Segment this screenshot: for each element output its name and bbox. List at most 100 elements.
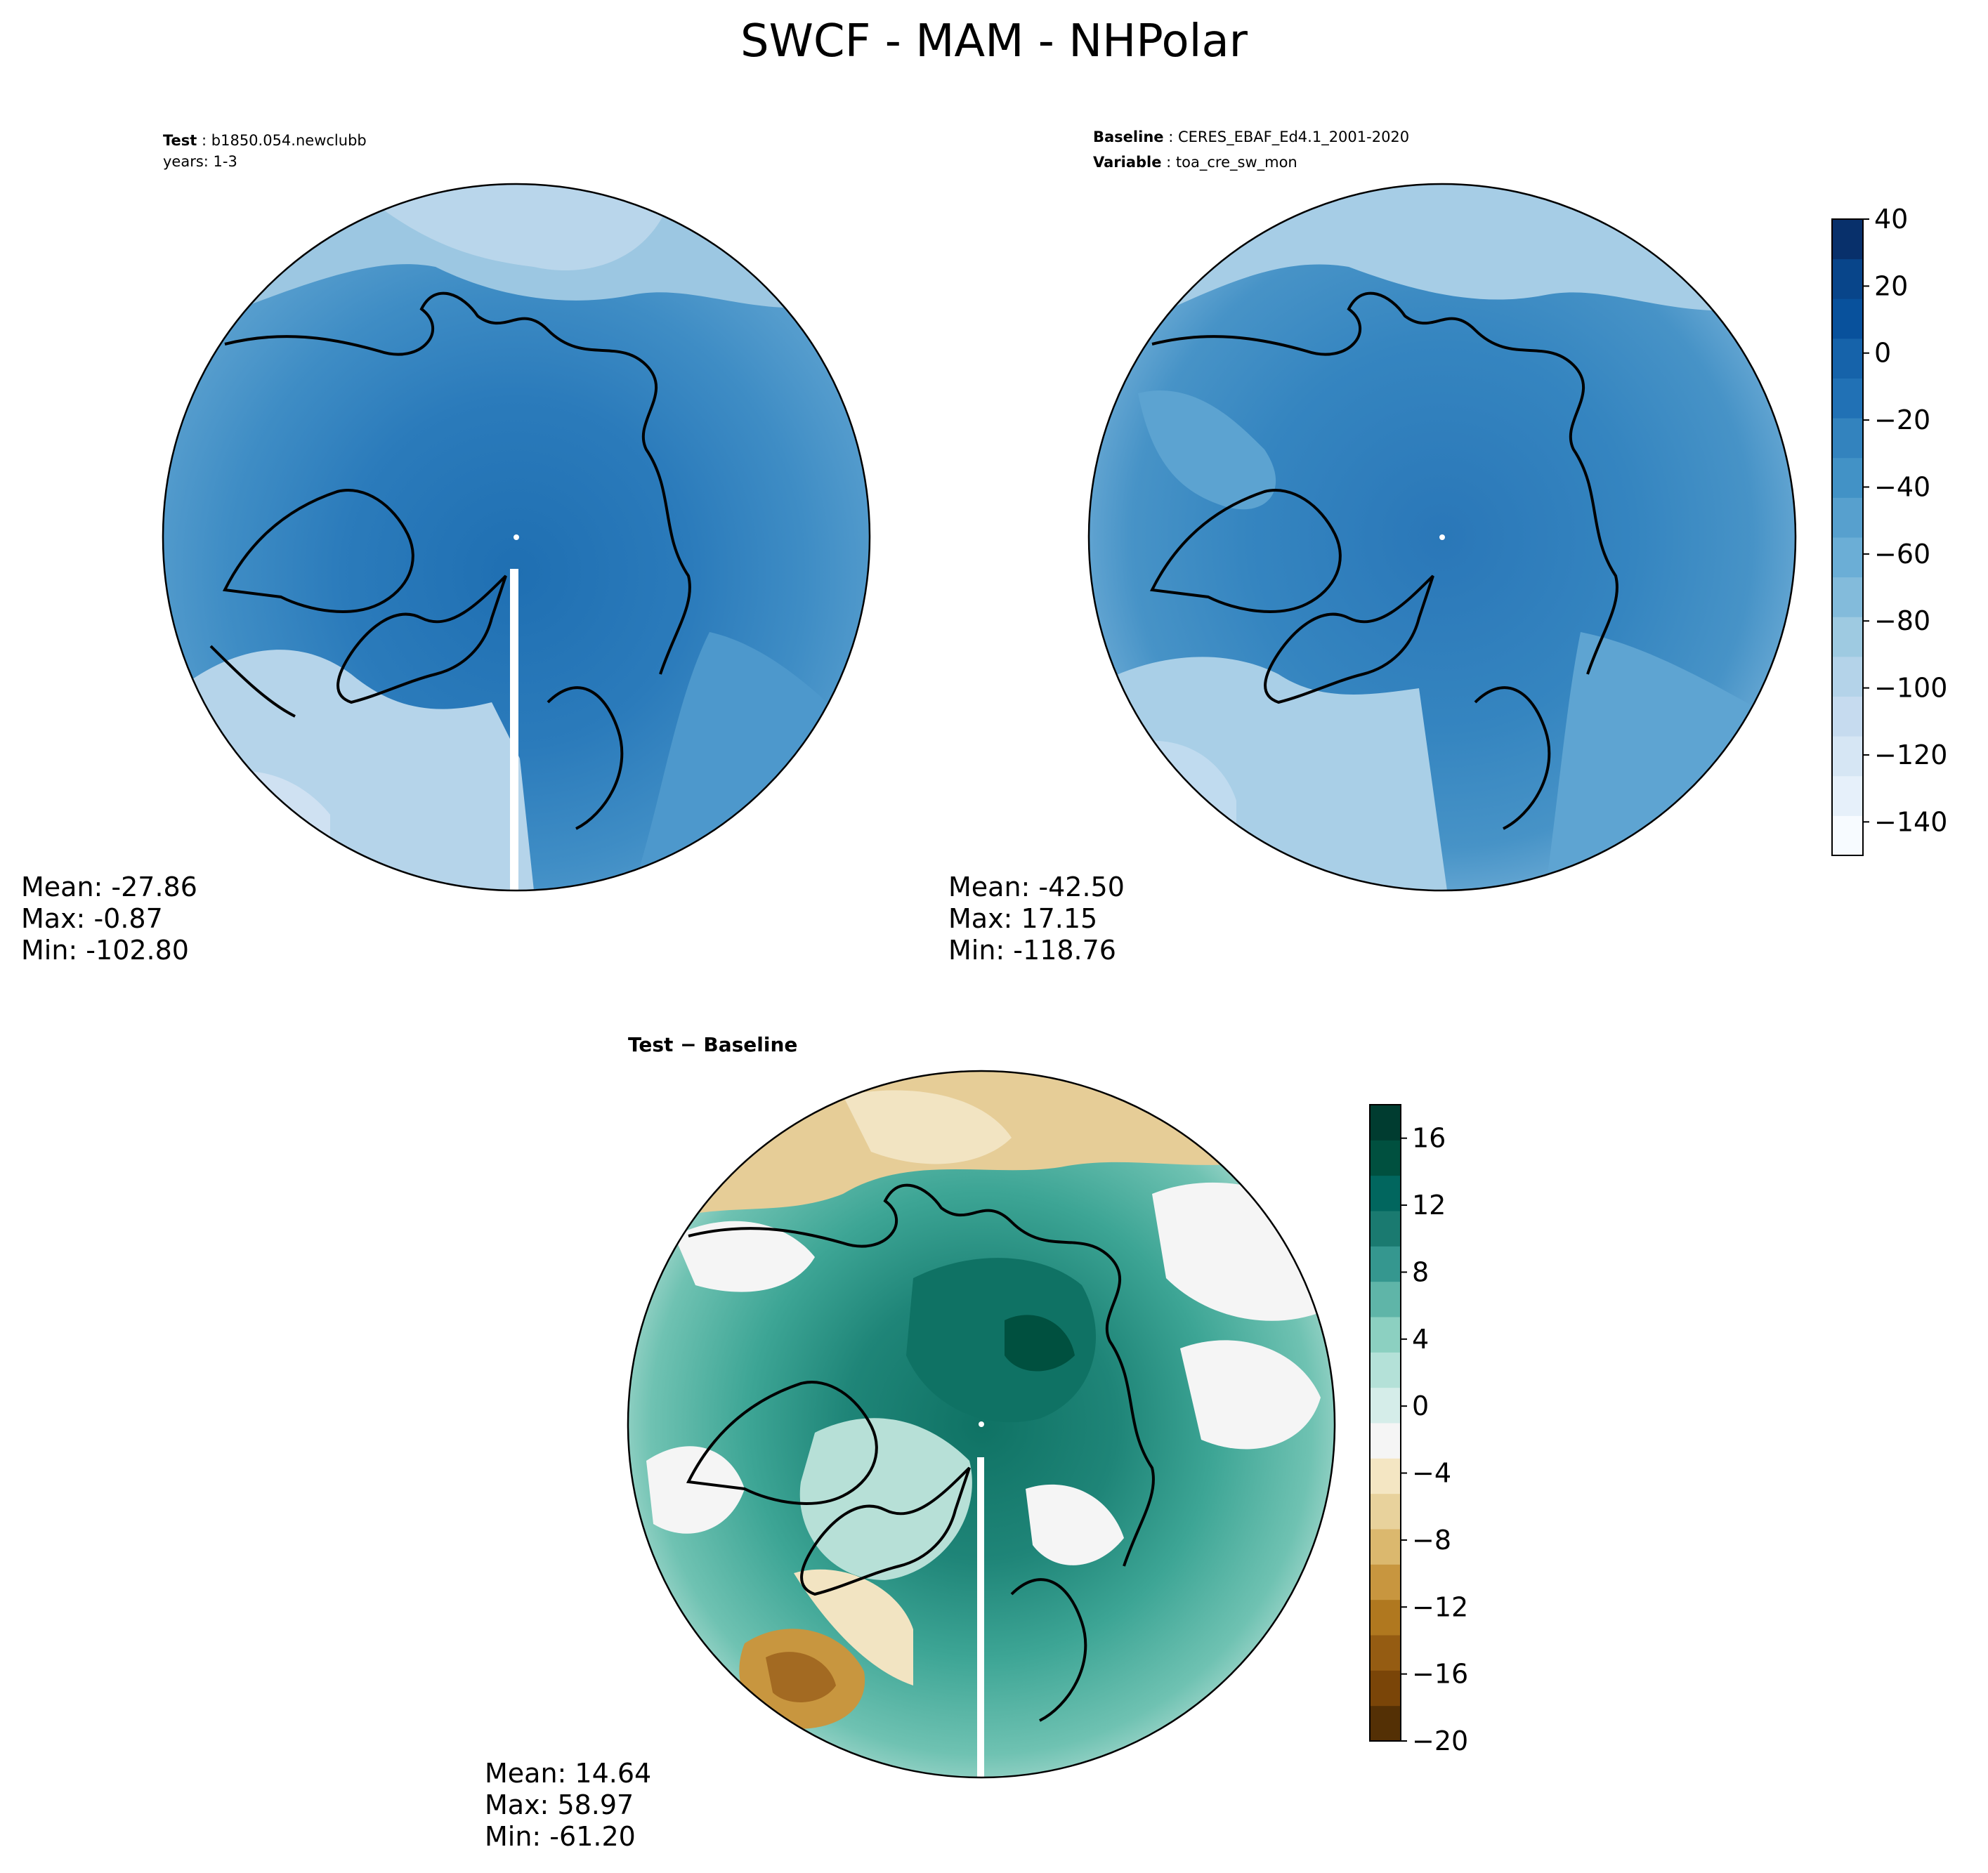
colorbar-top-frame	[1831, 218, 1864, 856]
colorbar-top-tick-label: −60	[1874, 539, 1930, 570]
colorbar-top-tick-label: 20	[1874, 270, 1908, 301]
colorbar-top-segment	[1832, 736, 1863, 777]
colorbar-diff-tick-label: −8	[1412, 1525, 1451, 1556]
colorbar-top-segment	[1832, 378, 1863, 419]
colorbar-diff-segment	[1370, 1458, 1401, 1494]
diff-coastline-eurasia	[688, 1183, 1155, 1567]
colorbar-top-segment	[1832, 775, 1863, 816]
test-label-key: Test	[163, 132, 197, 149]
colorbar-diff-segment	[1370, 1105, 1401, 1141]
colorbar-diff-frame	[1369, 1104, 1401, 1742]
colorbar-top-tick-label: 40	[1874, 204, 1908, 235]
test-coastline-greenland	[336, 574, 507, 704]
baseline-min: Min: -118.76	[948, 935, 1116, 966]
colorbar-diff-tick-label: −4	[1412, 1458, 1451, 1489]
baseline-dataset-name: CERES_EBAF_Ed4.1_2001-2020	[1178, 129, 1409, 146]
colorbar-diff-segment	[1370, 1529, 1401, 1565]
diff-coastline-europe	[1010, 1578, 1087, 1722]
baseline-light-region-south	[1089, 657, 1447, 891]
colorbar-top-segment	[1832, 497, 1863, 538]
diff-dark-core	[906, 1258, 1096, 1423]
colorbar-top-segment	[1832, 617, 1863, 657]
diff-mean: Mean: 14.64	[485, 1758, 651, 1789]
figure-title: SWCF - MAM - NHPolar	[740, 15, 1248, 67]
colorbar-diff-segment	[1370, 1140, 1401, 1176]
baseline-mean: Mean: -42.50	[948, 872, 1125, 902]
baseline-coastline-arctic-islands	[1149, 489, 1342, 613]
baseline-coastline-greenland	[1264, 574, 1434, 704]
colorbar-top-tick-label: −40	[1874, 471, 1930, 502]
colorbar-diff-tick-label: 0	[1412, 1391, 1429, 1421]
colorbar-diff-tick-label: 4	[1412, 1324, 1429, 1355]
colorbar-top-tick-label: −80	[1874, 605, 1930, 636]
colorbar-top-segment	[1832, 338, 1863, 379]
colorbar-top-tick-label: −120	[1874, 740, 1947, 770]
colorbar-top-tick-label: −20	[1874, 405, 1930, 435]
colorbar-diff-segment	[1370, 1246, 1401, 1282]
colorbar-top-segment	[1832, 219, 1863, 260]
baseline-pole-marker	[1439, 534, 1445, 540]
colorbar-top: 40 20 0 −20 −40 −60 −80 −100 −120 −140	[1831, 204, 1947, 856]
baseline-panel: Baseline : CERES_EBAF_Ed4.1_2001-2020 Va…	[948, 129, 1797, 966]
colorbar-diff-tick-label: −20	[1412, 1726, 1468, 1756]
test-panel: Test : b1850.054.newclubb years: 1-3 Mea…	[21, 132, 871, 966]
colorbar-top-segment	[1832, 457, 1863, 498]
baseline-label-key: Baseline	[1093, 129, 1164, 145]
colorbar-top-segment	[1832, 656, 1863, 697]
colorbar-top-tick-label: −100	[1874, 673, 1947, 704]
baseline-label-line2: Variable : toa_cre_sw_mon	[1093, 154, 1297, 171]
baseline-coastline-eurasia	[1151, 291, 1618, 675]
diff-coastline-greenland	[800, 1466, 971, 1596]
colorbar-diff-segment	[1370, 1705, 1401, 1742]
colorbar-top-segment	[1832, 577, 1863, 617]
baseline-variable-key: Variable	[1093, 154, 1161, 171]
colorbar-top-segment	[1832, 258, 1863, 299]
diff-light-teal-greenland	[799, 1418, 972, 1580]
colorbar-diff-segment	[1370, 1281, 1401, 1317]
colorbar-diff-segment	[1370, 1670, 1401, 1707]
colorbar-diff-tick-label: 8	[1412, 1256, 1429, 1287]
test-min: Min: -102.80	[21, 935, 189, 966]
test-label-line1: Test : b1850.054.newclubb	[163, 132, 367, 149]
colorbar-top-tick-label: −140	[1874, 806, 1947, 837]
baseline-variable-name: toa_cre_sw_mon	[1176, 154, 1297, 171]
baseline-map-boundary	[1087, 183, 1797, 892]
colorbar-top-segment	[1832, 537, 1863, 578]
colorbar-top-segment	[1832, 418, 1863, 459]
colorbar-top-segment	[1832, 696, 1863, 737]
colorbar-diff-segment	[1370, 1175, 1401, 1211]
diff-panel: Test − Baseline	[485, 1033, 1336, 1852]
baseline-label-line1: Baseline : CERES_EBAF_Ed4.1_2001-2020	[1093, 129, 1409, 146]
diff-title: Test − Baseline	[628, 1033, 797, 1056]
colorbar-diff-segment	[1370, 1635, 1401, 1671]
colorbar-top-segment	[1832, 815, 1863, 856]
diff-map-boundary	[627, 1070, 1336, 1779]
diff-white-patch	[674, 1221, 815, 1292]
colorbar-diff-tick-label: −12	[1412, 1591, 1468, 1622]
colorbar-top-segment	[1832, 298, 1863, 339]
diff-coastline-arctic-islands	[686, 1381, 878, 1505]
colorbar-top-tick-label: 0	[1874, 338, 1891, 369]
diff-max: Max: 58.97	[485, 1789, 634, 1820]
colorbar-diff-segment	[1370, 1564, 1401, 1601]
colorbar-diff: 16 12 8 4 0 −4 −8 −12 −16 −20	[1369, 1104, 1468, 1756]
test-map-boundary	[162, 183, 871, 892]
test-case-name: b1850.054.newclubb	[211, 132, 367, 149]
colorbar-diff-segment	[1370, 1211, 1401, 1247]
diff-min: Min: -61.20	[485, 1821, 636, 1852]
test-missing-seam	[510, 569, 518, 891]
diff-missing-seam	[977, 1457, 984, 1777]
colorbar-diff-tick-label: 16	[1412, 1123, 1446, 1154]
diff-pole-marker	[979, 1421, 984, 1427]
test-coastline-arctic-islands	[222, 489, 414, 613]
test-mean: Mean: -27.86	[21, 872, 197, 902]
test-max: Max: -0.87	[21, 903, 163, 934]
colorbar-diff-segment	[1370, 1493, 1401, 1530]
colorbar-diff-segment	[1370, 1317, 1401, 1353]
test-coastline-europe	[547, 686, 624, 830]
colorbar-diff-segment	[1370, 1387, 1401, 1424]
test-coastline-eurasia	[224, 291, 691, 675]
colorbar-diff-segment	[1370, 1352, 1401, 1388]
colorbar-diff-tick-label: 12	[1412, 1190, 1446, 1221]
